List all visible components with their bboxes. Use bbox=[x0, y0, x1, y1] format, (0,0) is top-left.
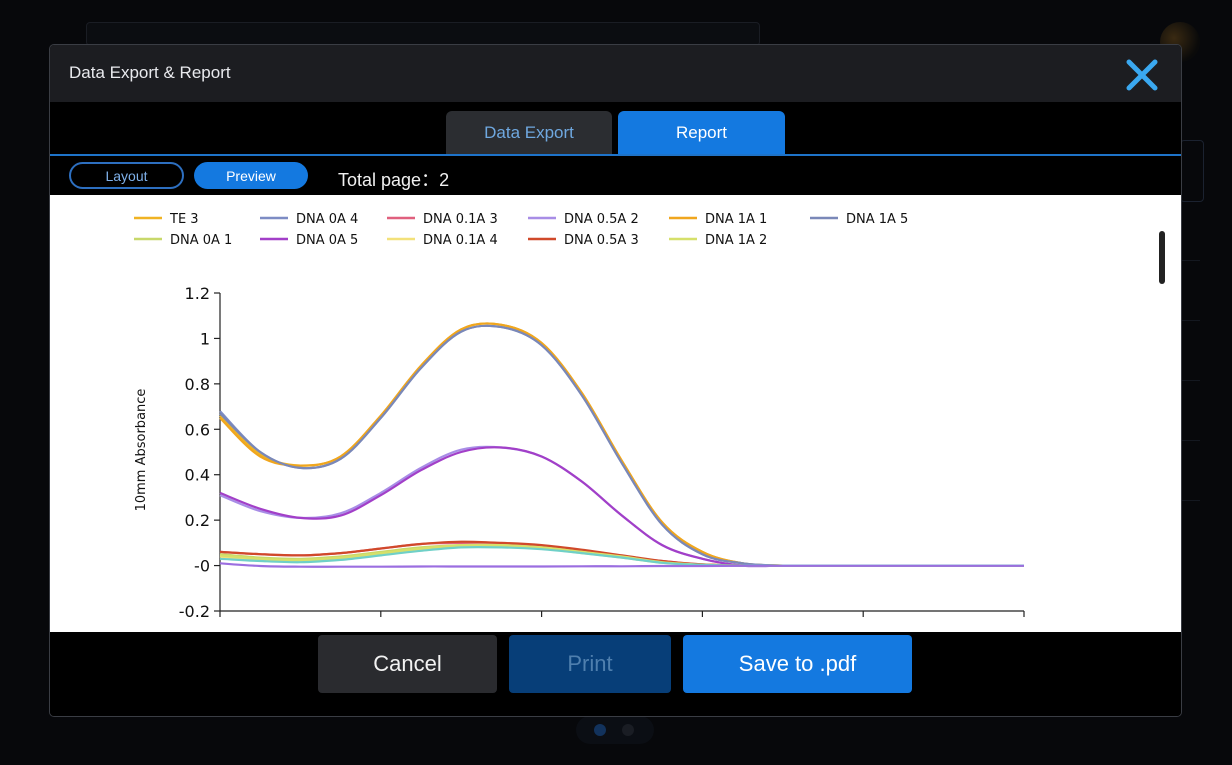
background-divider bbox=[1182, 320, 1200, 321]
y-tick-label: 1.2 bbox=[185, 284, 210, 303]
legend-label: DNA 0A 5 bbox=[296, 233, 358, 248]
y-tick-label: 0.2 bbox=[185, 511, 210, 530]
save-pdf-button[interactable]: Save to .pdf bbox=[683, 635, 912, 693]
series-line bbox=[219, 322, 1024, 567]
tab-report[interactable]: Report bbox=[618, 111, 785, 154]
legend-label: DNA 0.1A 4 bbox=[423, 233, 498, 248]
background-toolbar bbox=[86, 22, 760, 46]
legend-label: DNA 0A 1 bbox=[170, 233, 232, 248]
y-tick-label: 0.8 bbox=[185, 375, 210, 394]
y-tick-label: -0.2 bbox=[179, 602, 210, 621]
legend-label: DNA 1A 1 bbox=[705, 212, 767, 227]
dialog-title: Data Export & Report bbox=[69, 63, 231, 82]
print-button[interactable]: Print bbox=[509, 635, 671, 693]
legend-label: DNA 0.5A 2 bbox=[564, 212, 639, 227]
series-line bbox=[219, 540, 1024, 567]
background-divider bbox=[1182, 500, 1200, 501]
chart-series bbox=[219, 322, 1024, 568]
background-panel bbox=[1180, 140, 1204, 202]
tab-data-export[interactable]: Data Export bbox=[446, 111, 612, 154]
background-divider bbox=[1182, 440, 1200, 441]
y-tick-label: 1 bbox=[200, 329, 210, 348]
background-divider bbox=[1182, 380, 1200, 381]
cancel-button[interactable]: Cancel bbox=[318, 635, 497, 693]
close-icon bbox=[1126, 59, 1158, 91]
background-page-indicator bbox=[576, 716, 654, 744]
close-button[interactable] bbox=[1122, 55, 1162, 95]
series-line bbox=[219, 562, 1024, 568]
chart-legend: TE 3 DNA 0A 4 DNA 0.1A 3 DNA 0.5A 2 DNA 1A 1… bbox=[134, 212, 908, 248]
background-divider bbox=[1182, 260, 1200, 261]
chart-axes: 1.2 1 0.8 0.6 0.4 0.2 -0 -0.2 bbox=[179, 284, 1025, 621]
preview-scrollbar[interactable] bbox=[1159, 231, 1165, 284]
export-report-dialog: Data Export & Report Data Export Report … bbox=[49, 44, 1182, 717]
layout-toggle-button[interactable]: Layout bbox=[69, 162, 184, 189]
y-axis-label: 10mm Absorbance bbox=[134, 389, 149, 512]
preview-toggle-button[interactable]: Preview bbox=[194, 162, 308, 189]
page-dot bbox=[622, 724, 634, 736]
page-dot-active bbox=[594, 724, 606, 736]
total-page-label: Total page：2 bbox=[338, 170, 450, 190]
report-preview[interactable]: TE 3 DNA 0A 4 DNA 0.1A 3 DNA 0.5A 2 DNA 1A 1… bbox=[50, 195, 1181, 632]
y-tick-label: -0 bbox=[194, 557, 210, 576]
legend-label: DNA 1A 5 bbox=[846, 212, 908, 227]
legend-label: DNA 0.5A 3 bbox=[564, 233, 639, 248]
y-tick-label: 0.4 bbox=[185, 466, 210, 485]
legend-label: DNA 1A 2 bbox=[705, 233, 767, 248]
y-tick-label: 0.6 bbox=[185, 420, 210, 439]
absorbance-chart: TE 3 DNA 0A 4 DNA 0.1A 3 DNA 0.5A 2 DNA 1A 1… bbox=[134, 212, 1025, 621]
series-line bbox=[219, 322, 1024, 567]
legend-label: DNA 0.1A 3 bbox=[423, 212, 498, 227]
dialog-header: Data Export & Report bbox=[50, 45, 1181, 102]
legend-label: TE 3 bbox=[169, 212, 199, 227]
legend-label: DNA 0A 4 bbox=[296, 212, 358, 227]
series-line bbox=[219, 324, 1024, 567]
tab-bar: Data Export Report bbox=[50, 102, 1181, 156]
series-line bbox=[219, 324, 1024, 567]
dialog-footer: Cancel Print Save to .pdf bbox=[50, 632, 1181, 716]
view-toolbar: Layout Preview Total page：2 bbox=[50, 156, 1181, 195]
